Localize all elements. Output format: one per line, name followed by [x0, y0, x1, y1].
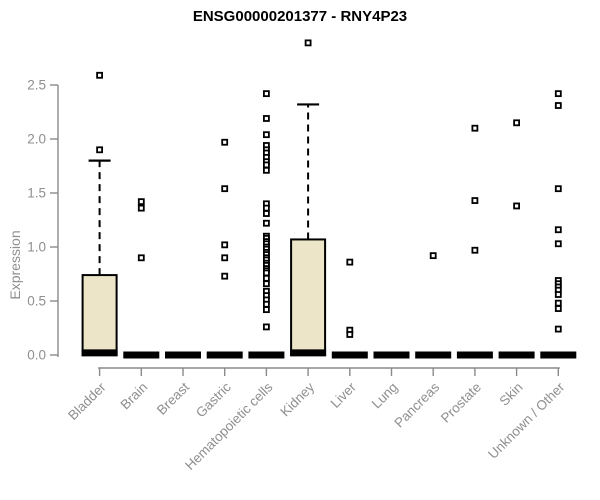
x-tick-label: Bladder [65, 379, 109, 423]
outlier-point [262, 280, 270, 288]
outlier-point [554, 240, 562, 248]
outlier-point [554, 291, 562, 298]
outlier-point [262, 269, 270, 277]
outlier-point [471, 124, 479, 132]
outlier-point [262, 204, 270, 212]
outlier-point [262, 115, 270, 122]
outlier-point [554, 102, 562, 109]
x-tick-label: Liver [328, 379, 360, 411]
outlier-point [262, 300, 270, 308]
outlier-point [221, 254, 229, 262]
outlier-point [262, 274, 270, 282]
outlier-point [513, 202, 520, 210]
y-tick-label: 1.5 [27, 186, 46, 201]
outlier-point [137, 198, 145, 206]
x-tick-label: Brain [118, 380, 151, 413]
y-tick-label: 1.0 [27, 240, 46, 255]
outlier-point [554, 305, 562, 312]
outlier-point [262, 131, 270, 139]
outlier-point [262, 210, 270, 217]
outlier-point [262, 166, 270, 174]
x-tick-label: Kidney [277, 379, 317, 419]
outlier-point [554, 90, 562, 98]
y-tick-label: 0.5 [27, 294, 46, 309]
y-axis-title: Expression [7, 230, 23, 299]
x-tick-label: Unknown / Other [485, 379, 568, 462]
chart-title: ENSG00000201377 - RNY4P23 [192, 8, 408, 25]
outlier-point [554, 299, 562, 307]
outlier-point [96, 71, 103, 79]
outlier-point [304, 39, 312, 47]
outlier-point [137, 254, 145, 262]
outlier-point [262, 161, 270, 169]
outlier-point [554, 185, 562, 193]
outlier-point [554, 226, 562, 234]
outlier-point [513, 119, 520, 127]
outlier-point [221, 272, 229, 280]
outlier-point [221, 241, 229, 249]
box-bladder [81, 274, 118, 356]
y-tick-label: 0.0 [27, 348, 46, 363]
outlier-point [346, 258, 354, 266]
x-tick-label: Gastric [193, 379, 234, 420]
outlier-point [429, 252, 437, 260]
outlier-point [262, 306, 270, 314]
box-kidney [290, 238, 327, 356]
x-tick-label: Lung [369, 380, 401, 412]
outlier-point [96, 146, 103, 154]
x-tick-label: Skin [497, 380, 526, 409]
outlier-point [221, 185, 229, 193]
outlier-point [262, 219, 270, 227]
x-tick-label: Prostate [438, 380, 484, 426]
y-tick-label: 2.0 [27, 132, 46, 147]
outlier-point [346, 331, 354, 338]
outlier-point [471, 246, 479, 254]
outlier-point [262, 90, 270, 98]
outlier-point [262, 323, 270, 331]
outlier-point [137, 204, 145, 212]
y-tick-label: 2.5 [27, 78, 46, 93]
x-tick-label: Pancreas [391, 379, 442, 430]
outlier-point [554, 325, 562, 333]
outlier-point [471, 197, 479, 204]
outlier-point [221, 138, 229, 146]
x-tick-label: Breast [154, 379, 192, 417]
